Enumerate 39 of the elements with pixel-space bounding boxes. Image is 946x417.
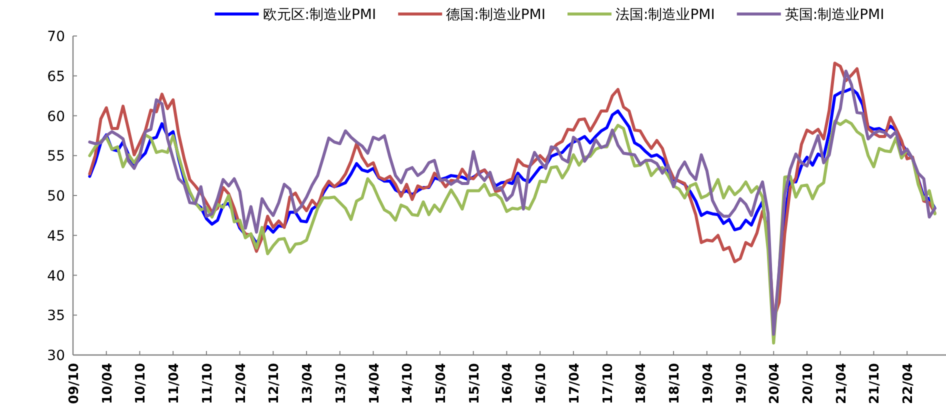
y-tick-label: 40 (47, 268, 65, 284)
x-tick-label: 20/04 (768, 363, 783, 404)
x-tick-label: 17/04 (567, 363, 582, 404)
x-tick-label: 12/10 (267, 363, 282, 404)
x-tick-label: 16/04 (500, 363, 516, 404)
x-tick-label: 22/04 (901, 363, 916, 404)
x-tick-label: 14/04 (367, 363, 382, 404)
legend-label: 德国:制造业PMI (446, 7, 546, 23)
x-tick-label: 13/10 (334, 363, 349, 404)
y-tick-label: 65 (47, 68, 65, 85)
x-tick-label: 11/10 (200, 363, 216, 404)
y-tick-label: 30 (47, 348, 65, 364)
y-tick-label: 50 (47, 188, 65, 204)
legend-label: 欧元区:制造业PMI (262, 7, 376, 23)
x-tick-label: 17/10 (600, 363, 616, 404)
y-tick-label: 70 (47, 29, 65, 45)
x-tick-label: 12/04 (234, 363, 249, 404)
x-tick-label: 18/10 (668, 363, 683, 404)
y-tick-label: 35 (47, 308, 65, 324)
x-tick-label: 14/10 (400, 363, 416, 404)
x-tick-label: 18/04 (634, 363, 650, 404)
x-tick-label: 20/10 (800, 363, 816, 404)
x-tick-label: 21/04 (834, 363, 850, 404)
x-tick-label: 09/10 (67, 363, 82, 404)
x-tick-label: 13/04 (300, 363, 316, 404)
x-tick-label: 16/10 (534, 363, 550, 404)
legend-label: 法国:制造业PMI (616, 7, 715, 23)
x-tick-label: 15/10 (467, 363, 482, 404)
y-tick-label: 55 (47, 148, 65, 165)
x-tick-label: 15/04 (434, 363, 449, 404)
y-tick-label: 45 (47, 228, 65, 244)
x-tick-label: 10/04 (100, 363, 116, 404)
x-tick-label: 10/10 (134, 363, 149, 404)
x-tick-label: 11/04 (167, 363, 182, 404)
legend-label: 英国:制造业PMI (784, 7, 884, 23)
y-tick-label: 60 (47, 108, 65, 125)
x-tick-label: 21/10 (868, 363, 883, 404)
x-tick-label: 19/10 (734, 363, 750, 404)
x-tick-label: 19/04 (700, 363, 716, 404)
